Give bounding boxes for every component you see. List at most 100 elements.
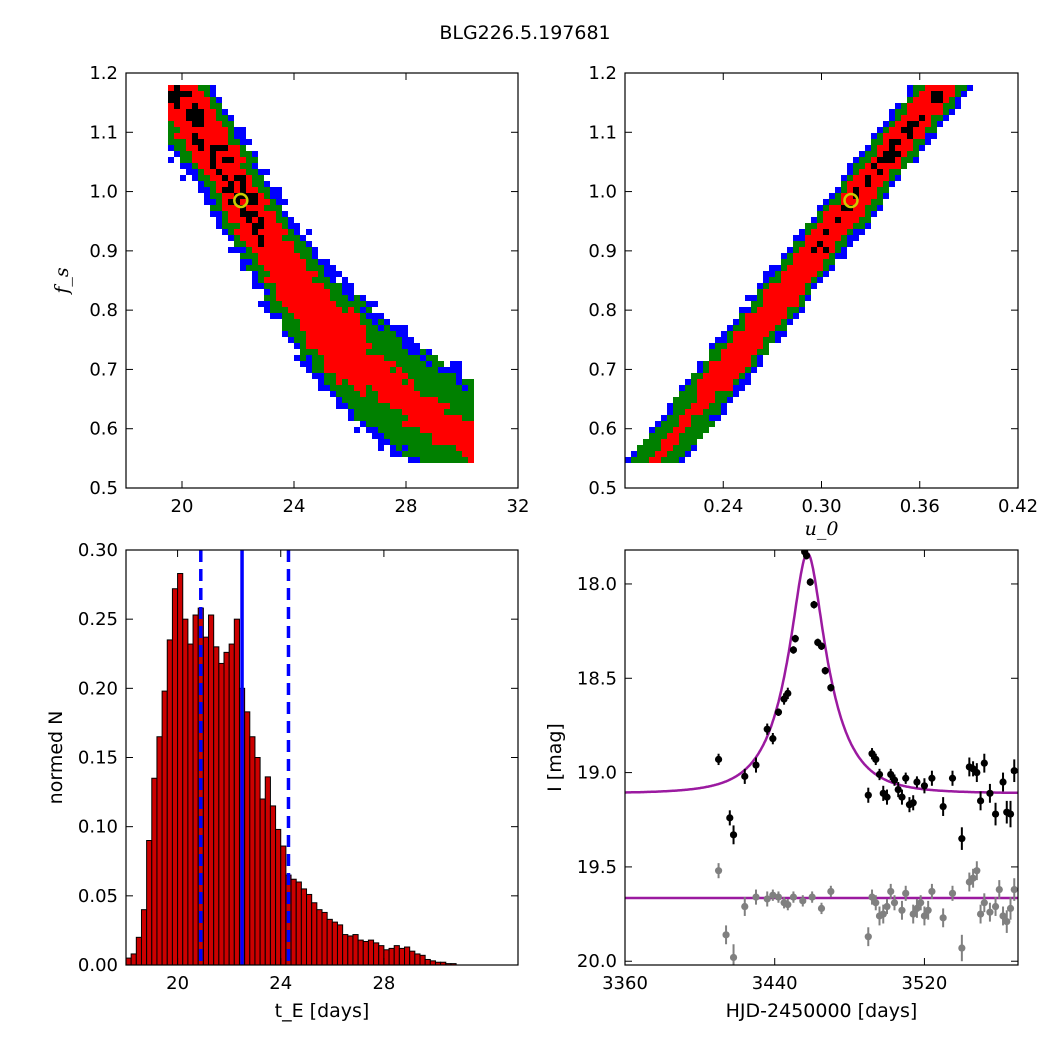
heatmap-cell <box>408 421 414 427</box>
heatmap-cell <box>817 277 823 283</box>
heatmap-cell <box>336 397 342 403</box>
heatmap-cell <box>312 265 318 271</box>
heatmap-cell <box>793 307 799 313</box>
heatmap-cell <box>817 223 823 229</box>
heatmap-cell <box>823 211 829 217</box>
heatmap-cell <box>372 427 378 433</box>
heatmap-cell <box>240 139 246 145</box>
heatmap-cell <box>823 253 829 259</box>
data-point <box>890 899 899 907</box>
heatmap-cell <box>901 103 907 109</box>
heatmap-cell <box>384 433 390 439</box>
plot-area <box>625 550 1018 965</box>
heatmap-cell <box>390 355 396 361</box>
heatmap-cell <box>721 367 727 373</box>
x-tick-label: 3360 <box>602 973 648 994</box>
heatmap-cell <box>444 373 450 379</box>
heatmap-cell <box>685 403 691 409</box>
heatmap-cell <box>294 337 300 343</box>
heatmap-cell <box>384 391 390 397</box>
data-point <box>939 802 947 811</box>
heatmap-cell <box>354 409 360 415</box>
heatmap-cell <box>222 163 228 169</box>
heatmap-cell <box>402 409 408 415</box>
heatmap-cell <box>703 391 709 397</box>
heatmap-cell <box>360 343 366 349</box>
heatmap-cell <box>198 181 204 187</box>
heatmap-cell <box>805 265 811 271</box>
heatmap-cell <box>240 235 246 241</box>
heatmap-cell <box>637 445 643 451</box>
heatmap-cell <box>919 91 925 97</box>
heatmap-cell <box>246 259 252 265</box>
heatmap-cell <box>360 379 366 385</box>
heatmap-cell <box>943 97 949 103</box>
heatmap-cell <box>769 301 775 307</box>
heatmap-cell <box>240 175 246 181</box>
heatmap-cell <box>853 199 859 205</box>
heatmap-cell <box>697 409 703 415</box>
heatmap-cell <box>366 361 372 367</box>
heatmap-cell <box>763 349 769 355</box>
heatmap-cell <box>342 349 348 355</box>
heatmap-cell <box>931 121 937 127</box>
heatmap-cell <box>396 409 402 415</box>
heatmap-cell <box>414 397 420 403</box>
heatmap-cell <box>222 193 228 199</box>
heatmap-cell <box>649 445 655 451</box>
heatmap-cell <box>450 433 456 439</box>
heatmap-cell <box>186 157 192 163</box>
data-point <box>995 885 1003 894</box>
heatmap-cell <box>324 277 330 283</box>
heatmap-cell <box>631 457 637 463</box>
data-point <box>980 899 988 907</box>
histogram-bar <box>182 618 189 966</box>
heatmap-cell <box>228 169 234 175</box>
heatmap-cell <box>799 247 805 253</box>
data-point <box>1003 918 1011 926</box>
y-axis-label: f_s <box>51 267 73 296</box>
heatmap-cell <box>877 169 883 175</box>
heatmap-cell <box>300 307 306 313</box>
heatmap-cell <box>366 343 372 349</box>
histogram-bar <box>300 888 308 966</box>
histogram-bar <box>409 950 416 966</box>
heatmap-cell <box>432 391 438 397</box>
heatmap-cell <box>204 199 210 205</box>
heatmap-cell <box>402 331 408 337</box>
heatmap-cell <box>240 241 246 247</box>
heatmap-cell <box>342 337 348 343</box>
heatmap-cell <box>865 157 871 163</box>
heatmap-cell <box>769 265 775 271</box>
data-series <box>714 861 1018 965</box>
heatmap-cell <box>925 139 931 145</box>
heatmap-cell <box>216 169 222 175</box>
heatmap-cell <box>949 109 955 115</box>
heatmap-cell <box>378 397 384 403</box>
heatmap-cell <box>733 343 739 349</box>
heatmap-cell <box>324 373 330 379</box>
data-point <box>784 689 792 697</box>
data-point <box>729 953 738 962</box>
heatmap-cell <box>336 391 342 397</box>
heatmap-cell <box>805 271 811 277</box>
heatmap-cell <box>390 451 396 457</box>
heatmap-cell <box>378 391 384 397</box>
heatmap-cell <box>240 265 246 271</box>
heatmap-cell <box>378 445 384 451</box>
x-tick-label: 0.36 <box>900 496 940 517</box>
heatmap-cell <box>679 439 685 445</box>
heatmap-cell <box>234 187 240 193</box>
heatmap-cell <box>426 421 432 427</box>
heatmap-cell <box>420 355 426 361</box>
heatmap-cell <box>288 241 294 247</box>
heatmap-cell <box>402 373 408 379</box>
heatmap-cell <box>216 175 222 181</box>
heatmap-cell <box>871 199 877 205</box>
heatmap-cell <box>414 349 420 355</box>
heatmap-cell <box>390 325 396 331</box>
heatmap-cell <box>234 127 240 133</box>
histogram-bar <box>383 949 390 966</box>
heatmap-cell <box>721 403 727 409</box>
